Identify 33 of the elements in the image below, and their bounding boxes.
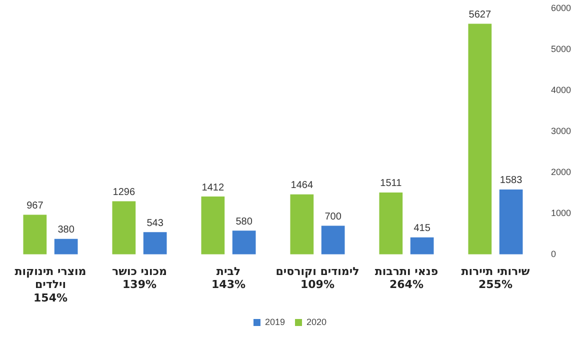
data-label: 5627 bbox=[468, 9, 492, 20]
data-label: 1296 bbox=[112, 187, 136, 198]
y-tick-label: 4000 bbox=[550, 84, 572, 95]
y-tick-label: 1000 bbox=[550, 208, 572, 218]
y-tick-label: 3000 bbox=[550, 126, 572, 136]
data-label: 580 bbox=[236, 216, 253, 228]
data-label: 967 bbox=[26, 200, 44, 212]
bar bbox=[23, 214, 47, 254]
bar bbox=[54, 238, 78, 254]
bar bbox=[468, 24, 492, 254]
data-label: 380 bbox=[58, 224, 75, 236]
data-label: 1412 bbox=[202, 182, 224, 194]
bar bbox=[112, 201, 136, 254]
y-tick-label: 5000 bbox=[550, 44, 572, 54]
data-label: 415 bbox=[414, 223, 431, 234]
bar bbox=[232, 230, 256, 254]
bar bbox=[321, 226, 345, 254]
bar bbox=[201, 196, 225, 254]
data-label: 1583 bbox=[500, 175, 523, 186]
y-tick-label: 0 bbox=[550, 248, 556, 259]
data-label: 1464 bbox=[290, 180, 314, 192]
bar bbox=[379, 192, 403, 254]
data-label: 543 bbox=[146, 218, 164, 229]
bar bbox=[143, 232, 167, 254]
legend-label: 2019 bbox=[264, 316, 286, 327]
y-tick-label: 6000 bbox=[550, 2, 572, 13]
bar bbox=[290, 194, 314, 254]
data-label: 1511 bbox=[380, 178, 402, 190]
data-label: 700 bbox=[324, 211, 342, 222]
bar bbox=[410, 237, 434, 254]
y-tick-label: 2000 bbox=[550, 166, 572, 177]
bar bbox=[499, 189, 523, 254]
legend-label: 2020 bbox=[306, 316, 327, 327]
